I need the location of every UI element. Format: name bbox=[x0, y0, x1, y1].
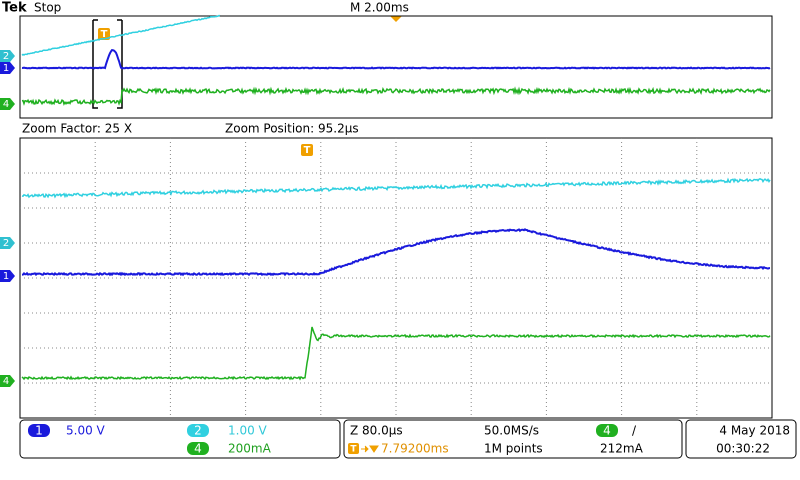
zoom-factor: Zoom Factor: 25 X bbox=[22, 122, 132, 136]
trigger-badge bbox=[98, 28, 110, 40]
ch1-trace bbox=[21, 228, 770, 277]
channel-marker-label: 2 bbox=[3, 238, 9, 249]
channel-marker-label: 4 bbox=[3, 376, 9, 387]
timebase: M 2.00ms bbox=[350, 1, 409, 15]
ch4-scale: 200mA bbox=[228, 442, 272, 456]
sample-rate: 50.0MS/s bbox=[484, 424, 539, 438]
channel-marker-label: 4 bbox=[3, 99, 9, 110]
trigger-icon: T bbox=[350, 445, 357, 455]
trigger-badge-label: T bbox=[304, 145, 311, 156]
ch4-overview-trace bbox=[21, 86, 771, 106]
overview-frame bbox=[19, 15, 773, 119]
ch4-badge bbox=[187, 442, 209, 455]
zoom-position: Zoom Position: 95.2µs bbox=[225, 122, 359, 136]
channel-marker bbox=[0, 98, 15, 110]
ch2-scale: 1.00 V bbox=[228, 424, 268, 438]
trigger-time: 7.79200ms bbox=[381, 442, 449, 456]
ch1-scale: 5.00 V bbox=[66, 424, 106, 438]
trigger-source: 4 bbox=[603, 424, 611, 438]
channel-marker bbox=[0, 375, 15, 387]
trigger-icon-badge bbox=[348, 443, 359, 454]
channel-panel bbox=[19, 419, 341, 459]
ch1-badge-label: 1 bbox=[35, 424, 43, 438]
ch2-trace bbox=[21, 177, 771, 199]
trigger-slope: / bbox=[632, 424, 637, 438]
trigger-badge bbox=[301, 144, 313, 156]
trigger-badge-label: T bbox=[101, 29, 108, 40]
ch2-badge bbox=[187, 424, 209, 437]
channel-marker-label: 1 bbox=[3, 63, 9, 74]
channel-marker bbox=[0, 270, 15, 282]
trigger-position-marker bbox=[390, 16, 402, 22]
ch2-badge-label: 2 bbox=[194, 424, 202, 438]
channel-marker bbox=[0, 237, 15, 249]
trigger-delay-arrow bbox=[361, 445, 379, 453]
run-status: Stop bbox=[34, 1, 61, 15]
channel-marker bbox=[0, 50, 15, 62]
zoom-bracket bbox=[92, 19, 123, 109]
channel-marker-label: 2 bbox=[3, 51, 9, 62]
date: 4 May 2018 bbox=[719, 424, 790, 438]
clock-panel bbox=[685, 419, 797, 459]
ch2-overview-trace bbox=[21, 14, 221, 56]
ch4-badge-label: 4 bbox=[194, 442, 202, 456]
channel-marker bbox=[0, 62, 15, 74]
ch4-trace bbox=[21, 326, 771, 381]
trigger-source-badge bbox=[596, 424, 618, 437]
trigger-level: 212mA bbox=[600, 442, 644, 456]
record-length: 1M points bbox=[484, 442, 543, 456]
brand: Tek bbox=[2, 1, 27, 16]
ch1-overview-trace bbox=[21, 49, 771, 70]
channel-marker-label: 1 bbox=[3, 271, 9, 282]
ch1-badge bbox=[28, 424, 50, 437]
zoom-scale: Z 80.0µs bbox=[350, 424, 403, 438]
time: 00:30:22 bbox=[716, 442, 770, 456]
